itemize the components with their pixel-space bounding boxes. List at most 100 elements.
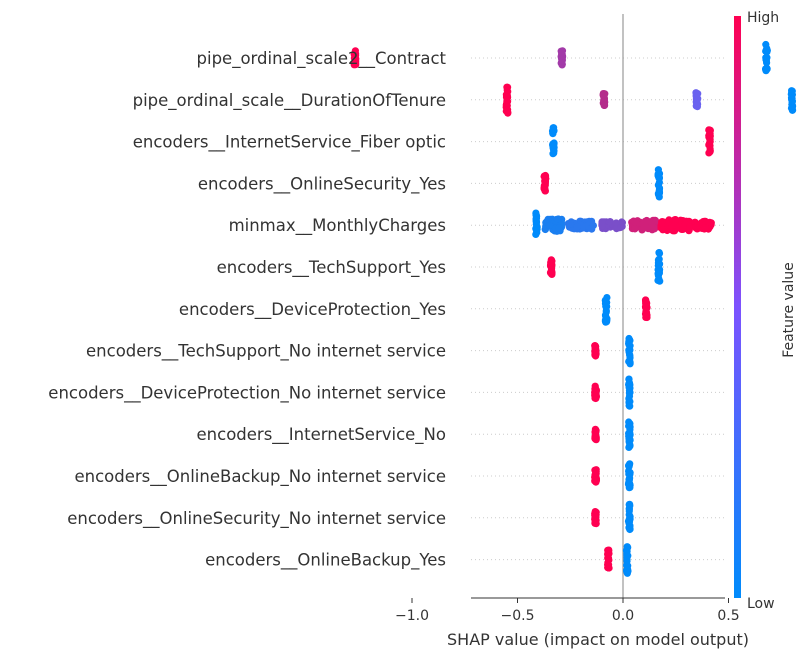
shap-point [503,86,511,94]
shap-point [625,340,633,348]
x-tick-label: 0.5 [717,608,739,624]
shap-point [665,216,673,224]
shap-point [351,60,359,68]
shap-point [626,469,634,477]
x-tick-label: −0.5 [501,608,535,624]
shap-point [598,218,606,226]
x-axis: −1.0 −0.5 0.0 0.5 [395,597,740,624]
shap-point [547,256,555,264]
feature-label: encoders__OnlineBackup_No internet servi… [75,467,447,487]
shap-point [546,262,555,270]
colorbar: High Low Feature value [734,10,797,612]
shap-point [606,218,614,226]
shap-point [573,223,581,231]
feature-label: encoders__OnlineSecurity_Yes [198,174,446,194]
shap-point [625,507,633,515]
shap-point [659,226,667,234]
shap-point [693,97,701,105]
shap-point [557,47,565,55]
shap-point [591,428,600,436]
shap-point [617,223,625,232]
shap-point [623,543,631,551]
shap-point [625,380,633,388]
feature-label: encoders__OnlineSecurity_No internet ser… [67,509,446,529]
feature-label: encoders__InternetService_No [197,425,446,445]
shap-point [557,59,565,67]
shap-point [592,469,600,478]
shap-point [541,186,549,194]
shap-point [550,141,558,149]
shap-point [541,178,549,186]
colorbar-gradient [734,16,741,598]
colorbar-low-label: Low [747,596,775,612]
shap-point [686,223,694,231]
shap-point [612,219,620,227]
shap-point [591,435,600,443]
shap-point [642,300,650,308]
shap-points [350,40,797,577]
shap-point [557,52,565,61]
shap-point [591,517,599,526]
shap-point [654,166,663,174]
feature-label: encoders__DeviceProtection_Yes [179,300,446,320]
feature-label: encoders__DeviceProtection_No internet s… [48,383,446,403]
shap-point [603,316,611,324]
colorbar-high-label: High [747,10,779,26]
shap-point [350,50,358,58]
shap-point [532,230,540,238]
shap-point [706,147,714,155]
feature-label: pipe_ordinal_scale2__Contract [197,49,447,69]
shap-point [625,480,633,488]
shap-point [555,224,563,232]
shap-point [762,56,770,64]
feature-label: encoders__OnlineBackup_Yes [205,551,446,571]
shap-point [631,225,639,233]
shap-point [566,220,574,228]
feature-label: encoders__TechSupport_Yes [217,258,446,278]
shap-point [625,348,633,356]
shap-point [788,90,796,98]
shap-point [705,126,713,134]
shap-point [626,388,634,396]
x-axis-title: SHAP value (impact on model output) [447,630,749,649]
shap-point [544,215,552,223]
shap-point [762,40,770,49]
feature-label: minmax__MonthlyCharges [229,216,446,236]
shap-point [693,90,701,98]
shap-point [670,221,679,229]
feature-labels: pipe_ordinal_scale2__Contract pipe_ordina… [48,49,446,571]
shap-point [654,172,662,180]
shap-point [626,441,634,449]
shap-point [655,188,664,196]
shap-point [705,141,713,149]
shap-point [591,511,599,520]
feature-label: encoders__TechSupport_No internet servic… [86,342,446,362]
shap-point [626,423,634,431]
shap-point [642,218,651,226]
shap-point [626,502,634,510]
shap-point [592,477,600,485]
shap-point [592,350,600,358]
shap-point [599,91,608,99]
shap-point [624,552,632,560]
feature-label: pipe_ordinal_scale__DurationOfTenure [133,91,446,111]
feature-label: encoders__InternetService_Fiber optic [133,133,446,153]
shap-point [591,342,599,350]
shap-point [549,130,557,138]
shap-point [604,548,612,556]
shap-point [587,224,595,233]
shap-point [623,569,631,577]
colorbar-title: Feature value [781,262,797,358]
shap-point [626,358,634,366]
shap-point [625,429,633,437]
shap-point [655,275,663,283]
shap-point [642,308,650,316]
shap-point [762,46,770,55]
shap-point [650,223,658,232]
shap-point [654,256,663,264]
shap-point [626,402,634,410]
x-tick-label: 0.0 [612,608,634,624]
shap-point [546,269,555,277]
shap-point [701,224,710,232]
